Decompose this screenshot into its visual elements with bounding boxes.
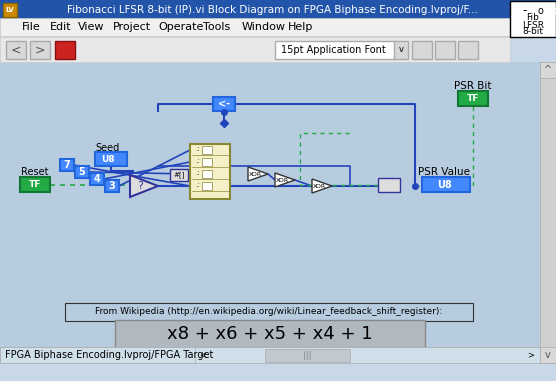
Polygon shape bbox=[248, 167, 268, 181]
Text: Window: Window bbox=[242, 22, 286, 32]
Bar bbox=[0, 363, 556, 381]
Bar bbox=[378, 178, 400, 192]
Bar bbox=[0, 0, 556, 19]
Text: >: > bbox=[34, 43, 45, 56]
Bar bbox=[213, 97, 235, 111]
Bar bbox=[75, 166, 89, 178]
Text: Fib: Fib bbox=[527, 13, 539, 22]
Polygon shape bbox=[130, 175, 158, 197]
Bar bbox=[115, 320, 425, 348]
Text: LFSR: LFSR bbox=[522, 21, 544, 29]
Bar bbox=[105, 180, 119, 192]
Bar bbox=[265, 349, 350, 362]
Bar bbox=[202, 170, 212, 178]
Bar bbox=[510, 1, 556, 37]
Text: XOR: XOR bbox=[312, 184, 326, 189]
Bar bbox=[202, 146, 212, 154]
Text: U8: U8 bbox=[101, 155, 115, 163]
Text: 15pt Application Font: 15pt Application Font bbox=[281, 45, 385, 55]
Bar bbox=[540, 62, 556, 78]
Text: x8 + x6 + x5 + x4 + 1: x8 + x6 + x5 + x4 + 1 bbox=[167, 325, 373, 343]
Bar bbox=[458, 41, 478, 59]
Bar bbox=[60, 159, 74, 171]
Text: Help: Help bbox=[288, 22, 314, 32]
Bar bbox=[90, 173, 104, 185]
Text: #[]: #[] bbox=[173, 171, 185, 178]
Bar bbox=[412, 41, 432, 59]
Text: .:: .: bbox=[195, 170, 200, 176]
Bar bbox=[0, 37, 510, 62]
Text: v: v bbox=[545, 350, 551, 360]
Text: Project: Project bbox=[113, 22, 151, 32]
Bar bbox=[202, 158, 212, 166]
Bar bbox=[65, 303, 473, 321]
Text: Reset: Reset bbox=[21, 167, 49, 177]
Text: PSR Value: PSR Value bbox=[418, 167, 470, 177]
Bar bbox=[20, 177, 50, 192]
Text: Operate: Operate bbox=[158, 22, 203, 32]
Text: .:: .: bbox=[195, 158, 200, 164]
Text: 5: 5 bbox=[78, 167, 86, 177]
Bar bbox=[190, 144, 230, 199]
Bar bbox=[55, 41, 75, 59]
Bar bbox=[6, 41, 26, 59]
Text: Edit: Edit bbox=[50, 22, 72, 32]
Text: x: x bbox=[551, 6, 556, 16]
Bar bbox=[458, 91, 488, 106]
Text: XOR: XOR bbox=[249, 171, 261, 176]
Bar bbox=[275, 41, 395, 59]
Text: XOR: XOR bbox=[275, 178, 289, 182]
Bar bbox=[170, 169, 188, 181]
Text: <: < bbox=[11, 43, 21, 56]
Bar bbox=[3, 3, 17, 17]
Text: .:: .: bbox=[195, 146, 200, 152]
Bar bbox=[95, 152, 127, 166]
Bar bbox=[435, 41, 455, 59]
Bar bbox=[422, 177, 470, 192]
Polygon shape bbox=[275, 173, 295, 187]
Text: 4: 4 bbox=[93, 174, 101, 184]
Text: TF: TF bbox=[29, 180, 41, 189]
Bar bbox=[540, 347, 556, 363]
Text: >: > bbox=[528, 351, 534, 360]
Bar bbox=[0, 62, 540, 363]
Text: ^: ^ bbox=[544, 65, 552, 75]
Bar bbox=[540, 62, 556, 363]
Text: o: o bbox=[537, 6, 543, 16]
Text: TF: TF bbox=[467, 94, 479, 103]
Text: LV: LV bbox=[6, 7, 14, 13]
Text: ?: ? bbox=[137, 181, 143, 191]
Text: .:: .: bbox=[195, 182, 200, 188]
Text: |||: ||| bbox=[302, 351, 311, 360]
Text: <: < bbox=[200, 351, 206, 360]
Bar bbox=[202, 182, 212, 190]
Text: <-: <- bbox=[218, 99, 230, 109]
Bar bbox=[0, 347, 540, 363]
Bar bbox=[534, 4, 547, 17]
Text: Seed: Seed bbox=[95, 143, 119, 153]
Text: View: View bbox=[78, 22, 105, 32]
Text: U8: U8 bbox=[436, 179, 451, 189]
Text: Fibonacci LFSR 8-bit (IP).vi Block Diagram on FPGA Biphase Encoding.lvproj/F...: Fibonacci LFSR 8-bit (IP).vi Block Diagr… bbox=[67, 5, 478, 15]
Text: File: File bbox=[22, 22, 41, 32]
Bar bbox=[0, 347, 195, 363]
Text: 3: 3 bbox=[108, 181, 116, 191]
Text: 7: 7 bbox=[63, 160, 71, 170]
Text: FPGA Biphase Encoding.lvproj/FPGA Target: FPGA Biphase Encoding.lvproj/FPGA Target bbox=[5, 350, 214, 360]
Polygon shape bbox=[312, 179, 332, 193]
Text: From Wikipedia (http://en.wikipedia.org/wiki/Linear_feedback_shift_register):: From Wikipedia (http://en.wikipedia.org/… bbox=[96, 307, 443, 317]
Bar bbox=[0, 18, 510, 36]
Bar bbox=[394, 41, 408, 59]
Text: v: v bbox=[399, 45, 404, 54]
Text: PSR Bit: PSR Bit bbox=[454, 81, 492, 91]
Text: 8-bit: 8-bit bbox=[523, 27, 544, 37]
Bar bbox=[30, 41, 50, 59]
Text: Tools: Tools bbox=[203, 22, 230, 32]
Bar bbox=[548, 4, 556, 17]
Text: -: - bbox=[523, 5, 527, 18]
Bar bbox=[519, 4, 532, 17]
